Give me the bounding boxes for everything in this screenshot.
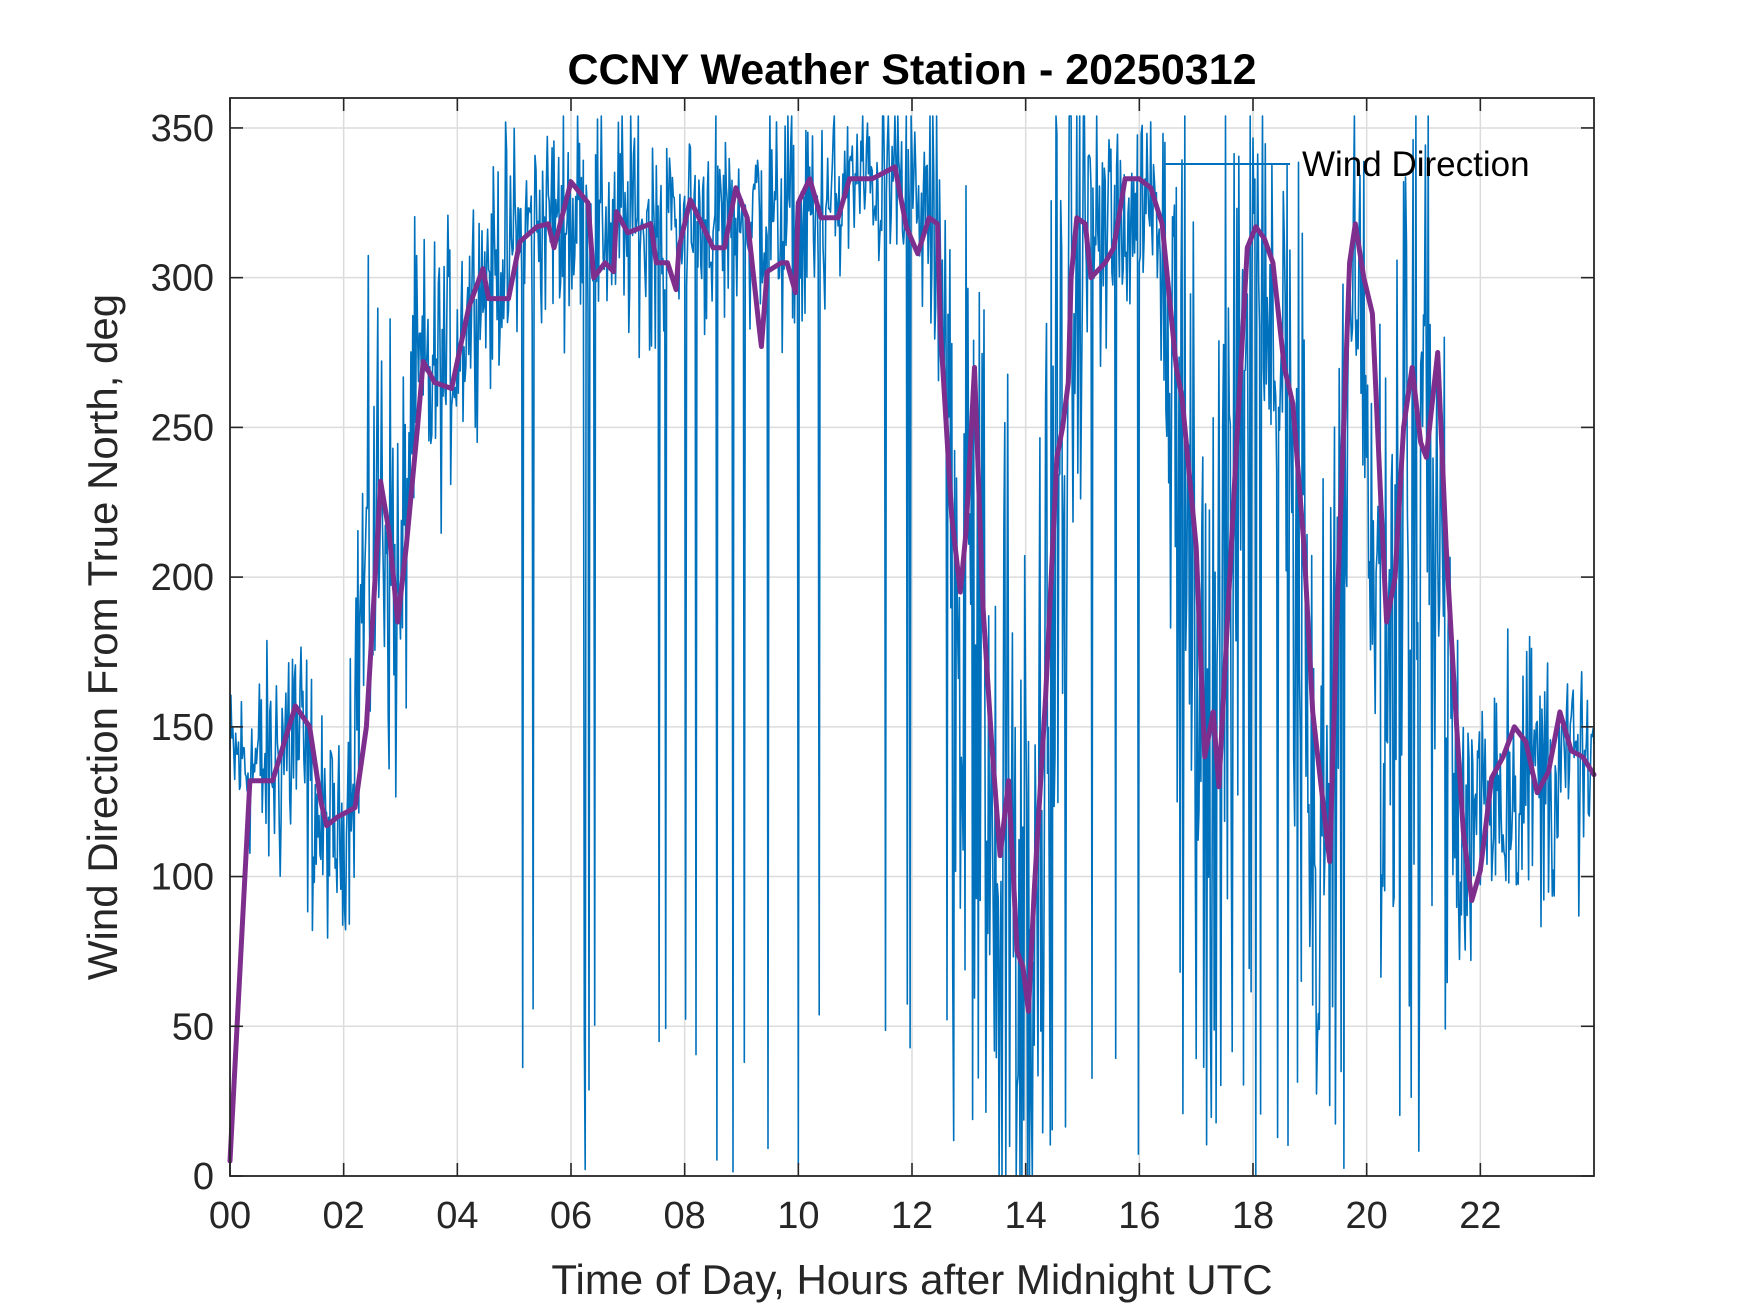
- x-tick-label: 18: [1232, 1195, 1274, 1237]
- y-tick-label: 100: [151, 857, 214, 899]
- x-tick-label: 22: [1459, 1195, 1501, 1237]
- legend: Wind Direction: [1165, 145, 1530, 184]
- x-tick-label: 12: [891, 1195, 933, 1237]
- y-axis-label: Wind Direction From True North, deg: [79, 294, 126, 980]
- chart-title: CCNY Weather Station - 20250312: [567, 46, 1256, 94]
- x-tick-label: 00: [209, 1195, 251, 1237]
- y-tick-label: 150: [151, 707, 214, 749]
- y-tick-label: 200: [151, 557, 214, 599]
- y-tick-label: 300: [151, 258, 214, 300]
- y-tick-label: 50: [172, 1006, 214, 1048]
- x-axis-label: Time of Day, Hours after Midnight UTC: [551, 1256, 1272, 1303]
- y-tick-label: 250: [151, 407, 214, 449]
- x-tick-label: 14: [1005, 1195, 1047, 1237]
- y-tick-label: 0: [193, 1156, 214, 1198]
- tick-labels: 00 02 04 06 08 10 12 14 16 18 20 22 0 50 100 150 200 250 3…: [151, 108, 1502, 1237]
- smoothed-wind-direction-series: [227, 164, 1597, 1164]
- x-tick-label: 16: [1118, 1195, 1160, 1237]
- legend-label-wind-direction: Wind Direction: [1302, 145, 1530, 184]
- x-tick-label: 08: [664, 1195, 706, 1237]
- y-tick-label: 350: [151, 108, 214, 150]
- x-tick-label: 20: [1346, 1195, 1388, 1237]
- x-tick-label: 02: [323, 1195, 365, 1237]
- x-tick-label: 04: [436, 1195, 478, 1237]
- raw-wind-direction-series: [229, 115, 1595, 1177]
- x-tick-label: 10: [777, 1195, 819, 1237]
- x-tick-label: 06: [550, 1195, 592, 1237]
- series-line-wind-direction: [229, 115, 1595, 1177]
- axis-ticks: [229, 98, 1594, 1177]
- series-line-smoothed: [227, 164, 1597, 1164]
